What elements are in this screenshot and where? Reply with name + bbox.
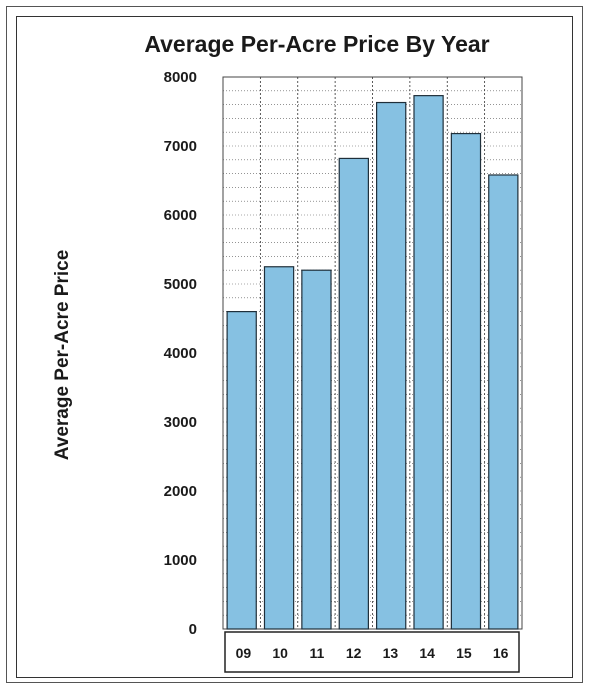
y-tick-label: 6000: [164, 207, 197, 224]
bar-15: [450, 132, 482, 630]
chart-title: Average Per-Acre Price By Year: [144, 31, 489, 57]
y-axis-label: Average Per-Acre Price: [52, 250, 73, 461]
y-tick-labels: 0 1000 2000 3000 4000 5000 6000 7000 8000: [164, 69, 197, 638]
y-tick-label: 4000: [164, 345, 197, 362]
x-tick-label: 09: [236, 645, 252, 661]
bar-12: [338, 157, 369, 630]
bar-13: [376, 101, 407, 630]
bar-11: [301, 269, 332, 630]
y-tick-label: 5000: [164, 276, 197, 293]
x-tick-label: 10: [272, 645, 288, 661]
bar-14: [413, 95, 444, 630]
x-tick-labels: 09 10 11 12 13 14 15 16: [236, 645, 509, 661]
x-tick-label: 12: [346, 645, 362, 661]
x-axis-box: [224, 631, 520, 673]
bar-16: [488, 174, 519, 630]
bars: [226, 95, 519, 630]
y-tick-label: 7000: [164, 138, 197, 155]
bar-09: [226, 311, 257, 630]
x-tick-label: 13: [383, 645, 399, 661]
bar-10: [263, 266, 295, 630]
x-tick-label: 14: [419, 645, 435, 661]
y-tick-label: 8000: [164, 69, 197, 86]
chart-border: [16, 16, 573, 678]
y-tick-label: 0: [189, 621, 197, 638]
y-tick-label: 1000: [164, 552, 197, 569]
y-tick-label: 2000: [164, 483, 197, 500]
x-tick-label: 16: [493, 645, 509, 661]
x-tick-label: 11: [309, 645, 324, 661]
x-tick-label: 15: [456, 645, 472, 661]
y-tick-label: 3000: [164, 414, 197, 431]
